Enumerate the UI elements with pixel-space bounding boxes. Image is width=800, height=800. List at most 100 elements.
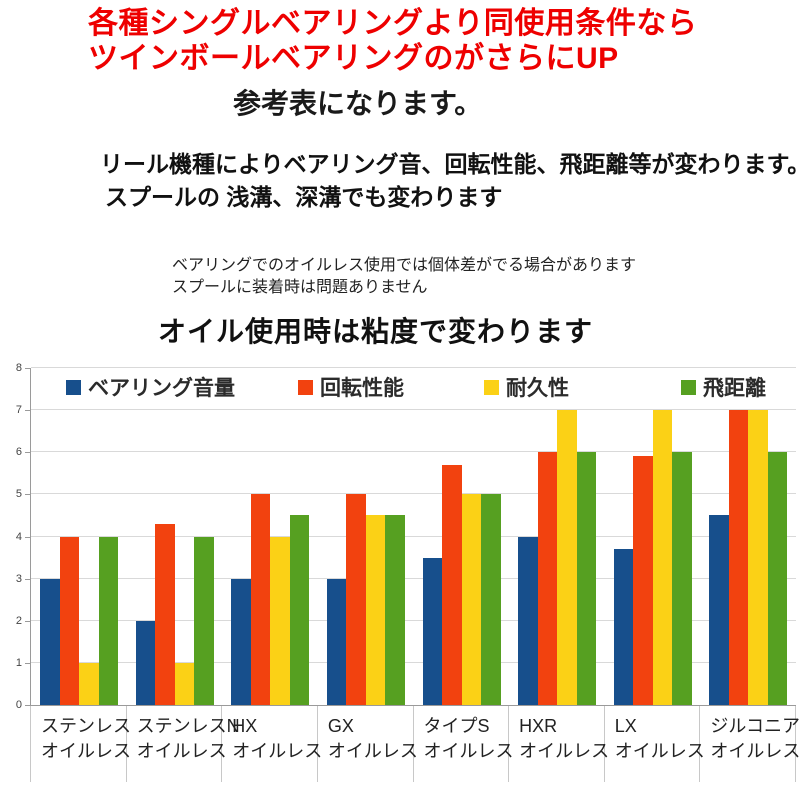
gridline-y8 [31,367,796,368]
gridline-y4 [31,535,796,537]
legend-swatch-icon [66,379,81,395]
y-tick-label-8: 8 [15,362,22,374]
bar-耐久性-group7 [652,410,673,705]
legend-label: ベアリング音量 [88,377,235,400]
bar-回転性能-group2 [155,523,175,705]
x-tick-separator [508,706,510,782]
bar-飛距離-group1 [98,536,118,705]
x-tick-separator [603,706,605,782]
x-label-LX: LX オイルレス [604,714,705,764]
headline-red-line1: 各種シングルベアリングより同使用条件なら [88,7,698,40]
bar-ベアリング音量-group8 [709,515,729,705]
x-label-line1: ステンレスN [136,716,240,736]
legend-item-ベアリング音量: ベアリング音量 [66,372,235,402]
bar-回転性能-group1 [59,536,79,705]
legend-label: 飛距離 [703,377,766,400]
x-label-line1: ジルコニア [710,716,800,736]
bar-飛距離-group2 [194,536,214,705]
bar-回転性能-group4 [346,494,366,705]
y-tick-label-5: 5 [15,488,22,501]
bar-ベアリング音量-group4 [326,578,347,705]
x-tick-separator [699,706,701,782]
headline-red-line2: ツインボールベアリングのがさらにUP [88,42,619,75]
gridline-y2 [31,619,796,621]
x-label-line2: オイルレス [41,741,131,761]
x-tick-separator [795,706,796,782]
legend-item-回転性能: 回転性能 [298,372,404,402]
x-label-line2: オイルレス [136,741,227,761]
y-tick-mark-4 [25,536,30,538]
bar-耐久性-group5 [461,494,481,705]
x-label-タイプS: タイプS オイルレス [413,714,514,764]
note-reel-models: リール機種によりベアリング音、回転性能、飛距離等が変わります。 スプールの 浅溝… [100,148,800,214]
x-label-line2: オイルレス [327,741,418,761]
note-reel-models-line2: スプールの 浅溝、深溝でも変わります [105,184,503,210]
gridline-y5 [31,493,796,495]
gridline-y7 [31,409,796,411]
y-tick-mark-2 [25,620,30,622]
x-label-ステンレスN: ステンレスN オイルレス [126,714,240,764]
chart-title: オイル使用時は粘度で変わります [158,316,594,347]
legend-label: 回転性能 [320,377,404,400]
x-label-HXR: HXR オイルレス [508,714,610,764]
x-label-line2: オイルレス [423,741,514,761]
legend-swatch-icon [681,379,696,395]
bar-飛距離-group6 [576,452,597,705]
x-label-line2: オイルレス [232,741,323,761]
y-tick-mark-3 [25,578,30,580]
bar-耐久性-group6 [557,410,577,705]
bar-回転性能-group8 [728,410,749,705]
gridline-y3 [31,577,796,579]
bar-耐久性-group1 [79,662,99,705]
y-tick-label-2: 2 [15,614,22,627]
headline-red: 各種シングルベアリングより同使用条件なら ツインボールベアリングのがさらにUP [88,6,697,76]
bar-回転性能-group6 [537,452,558,705]
bar-ベアリング音量-group7 [613,549,634,705]
bar-飛距離-group7 [672,452,692,705]
bar-飛距離-group3 [289,515,310,705]
x-label-line1: HX [232,716,258,736]
bar-ベアリング音量-group3 [231,578,251,705]
x-label-line1: GX [327,716,354,736]
bar-ベアリング音量-group1 [40,578,60,705]
note-oilless: ベアリングでのオイルレス使用では個体差がでる場合があります スプールに装着時は問… [172,255,636,299]
bar-耐久性-group8 [748,410,768,705]
bar-耐久性-group4 [365,515,386,705]
gridline-y1 [31,661,796,663]
legend-swatch-icon [484,379,499,395]
x-label-line1: HXR [519,716,558,736]
bar-飛距離-group4 [385,515,405,705]
note-oilless-line1: ベアリングでのオイルレス使用では個体差がでる場合があります [172,257,637,274]
y-tick-label-1: 1 [15,656,22,669]
bar-耐久性-group2 [174,662,195,705]
y-tick-mark-7 [25,410,30,412]
x-tick-separator [412,706,414,782]
plot-area: ベアリング音量 回転性能 耐久性 飛距離 [30,367,796,706]
y-tick-mark-1 [25,662,30,664]
note-oilless-line2: スプールに装着時は問題ありません [172,279,428,296]
legend-item-飛距離: 飛距離 [681,372,766,402]
x-label-line1: ステンレス [41,716,131,736]
x-label-HX: HX オイルレス [221,714,323,764]
y-tick-label-7: 7 [15,404,22,417]
bar-回転性能-group7 [633,456,653,705]
x-label-line1: LX [614,716,637,736]
legend-swatch-icon [298,379,313,395]
x-label-GX: GX オイルレス [317,714,418,764]
bar-ベアリング音量-group6 [518,536,538,705]
y-tick-mark-0 [25,705,30,706]
legend-label: 耐久性 [506,377,569,400]
x-label-line2: オイルレス [519,741,610,761]
x-tick-separator [30,706,31,782]
y-tick-label-4: 4 [15,530,22,543]
x-label-line2: オイルレス [710,741,800,761]
y-tick-label-0: 0 [15,699,22,711]
y-tick-label-3: 3 [15,572,22,585]
gridline-y6 [31,451,796,453]
x-tick-separator [316,706,318,782]
legend-item-耐久性: 耐久性 [484,372,569,402]
y-tick-mark-8 [25,368,30,369]
bar-ベアリング音量-group5 [422,557,442,705]
x-label-line2: オイルレス [614,741,705,761]
